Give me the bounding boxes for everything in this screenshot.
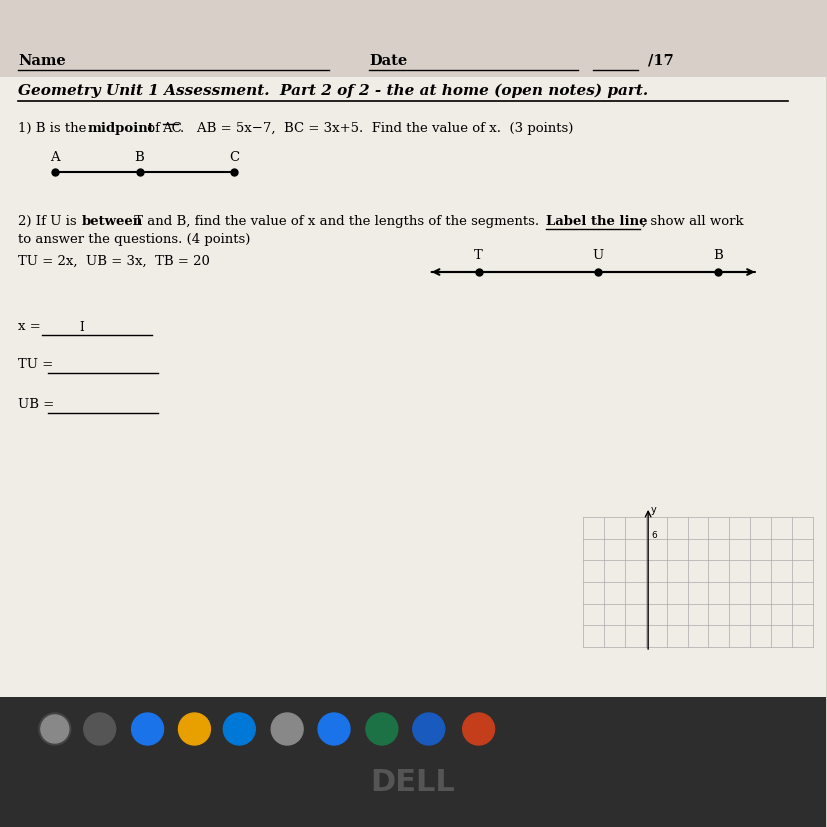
Text: .   AB = 5x−7,  BC = 3x+5.  Find the value of x.  (3 points): . AB = 5x−7, BC = 3x+5. Find the value o… <box>180 122 573 135</box>
Circle shape <box>462 713 494 745</box>
Text: , show all work: , show all work <box>642 215 743 227</box>
Text: AC: AC <box>162 122 182 135</box>
Text: UB =: UB = <box>18 398 59 410</box>
Circle shape <box>41 715 69 743</box>
Text: Label the line: Label the line <box>546 215 648 227</box>
Text: x =: x = <box>18 319 45 332</box>
Text: 6: 6 <box>650 530 656 539</box>
Text: B: B <box>135 151 144 164</box>
Circle shape <box>179 713 210 745</box>
Text: T and B, find the value of x and the lengths of the segments.: T and B, find the value of x and the len… <box>130 215 547 227</box>
Text: 1) B is the: 1) B is the <box>18 122 90 135</box>
Text: y: y <box>650 504 656 514</box>
Circle shape <box>318 713 350 745</box>
Circle shape <box>39 713 71 745</box>
Text: DELL: DELL <box>370 767 455 796</box>
Text: A: A <box>50 151 60 164</box>
Text: 2) If U is: 2) If U is <box>18 215 81 227</box>
FancyBboxPatch shape <box>0 78 825 697</box>
Circle shape <box>84 713 116 745</box>
Text: B: B <box>712 249 722 261</box>
Text: T: T <box>474 249 482 261</box>
Text: U: U <box>592 249 603 261</box>
Text: C: C <box>229 151 239 164</box>
Circle shape <box>413 713 444 745</box>
Circle shape <box>131 713 163 745</box>
Text: I: I <box>79 321 84 333</box>
Text: to answer the questions. (4 points): to answer the questions. (4 points) <box>18 232 250 246</box>
Text: Geometry Unit 1 Assessment.  Part 2 of 2 - the at home (open notes) part.: Geometry Unit 1 Assessment. Part 2 of 2 … <box>18 84 648 98</box>
Circle shape <box>223 713 255 745</box>
Text: /17: /17 <box>648 54 673 68</box>
Text: Date: Date <box>369 54 407 68</box>
Text: TU =: TU = <box>18 357 57 370</box>
Text: of: of <box>142 122 164 135</box>
Text: between: between <box>82 215 143 227</box>
Text: TU = 2x,  UB = 3x,  TB = 20: TU = 2x, UB = 3x, TB = 20 <box>18 255 209 268</box>
Text: midpoint: midpoint <box>88 122 155 135</box>
Circle shape <box>271 713 303 745</box>
FancyBboxPatch shape <box>0 697 825 827</box>
Circle shape <box>366 713 398 745</box>
Text: Name: Name <box>18 54 65 68</box>
